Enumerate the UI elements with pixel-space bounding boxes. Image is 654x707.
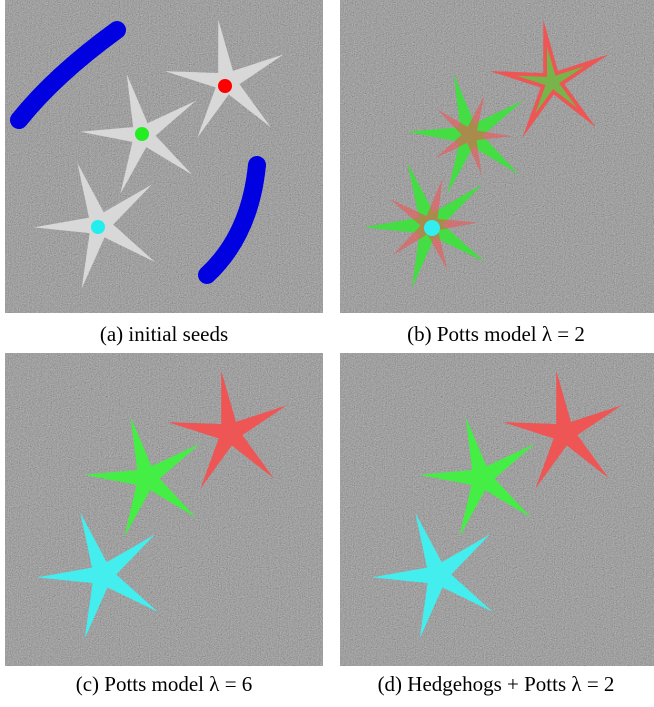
caption: (b) Potts model λ = 2	[407, 322, 585, 346]
panel-d	[340, 353, 654, 666]
panel-c	[5, 353, 323, 666]
caption: (d) Hedgehogs + Potts λ = 2	[378, 672, 615, 696]
figure: (a) initial seeds (b) Potts model λ = 2 …	[0, 0, 654, 702]
panel-a	[5, 0, 323, 313]
caption: (c) Potts model λ = 6	[76, 672, 253, 696]
caption: (a) initial seeds	[100, 322, 228, 346]
panel-b	[340, 0, 654, 313]
